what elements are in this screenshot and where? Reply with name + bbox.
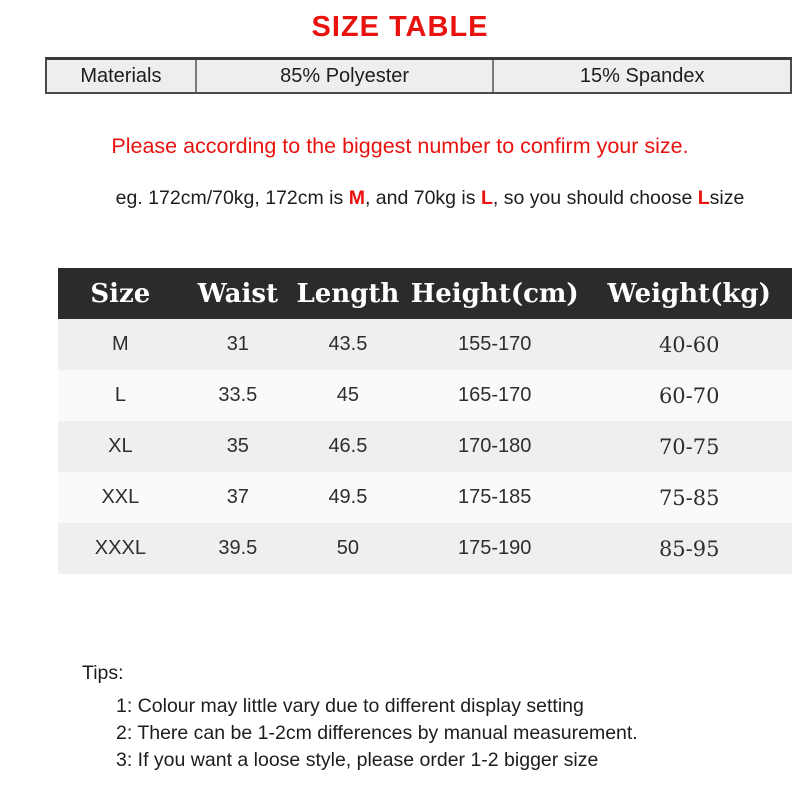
example-size-letter: L (697, 187, 710, 209)
table-row: XXL 37 49.5 175-185 75-85 (58, 472, 792, 523)
example-text: eg. 172cm/70kg, 172cm is (115, 187, 349, 209)
header-cell-size: Size (90, 278, 151, 309)
size-notice: Please according to the biggest number t… (111, 134, 689, 158)
table-cell: 85-95 (658, 536, 720, 561)
table-cell: 70-75 (658, 434, 720, 459)
table-cell: 170-180 (458, 435, 532, 457)
size-example: eg. 172cm/70kg, 172cm is M, and 70kg is … (0, 187, 800, 210)
table-cell: 60-70 (658, 383, 720, 408)
table-cell: L (114, 384, 126, 406)
table-cell: 39.5 (218, 537, 258, 559)
tip-item: 1: Colour may little vary due to differe… (116, 695, 584, 717)
header-cell-weightkg: Weight(kg) (607, 278, 771, 309)
table-cell: M (112, 333, 129, 355)
table-cell: 31 (226, 333, 249, 355)
tips-list: 1: Colour may little vary due to differe… (116, 693, 638, 774)
table-row: M 31 43.5 155-170 40-60 (58, 319, 792, 370)
table-cell: 49.5 (328, 486, 368, 508)
materials-row: Materials 85% Polyester 15% Spandex (45, 57, 792, 94)
table-cell: 175-185 (458, 486, 532, 508)
table-cell: 45 (336, 384, 360, 406)
example-size-letter: M (348, 187, 365, 209)
materials-polyester: 85% Polyester (194, 60, 493, 92)
example-size-letter: L (480, 187, 493, 209)
table-row: L 33.5 45 165-170 60-70 (58, 370, 792, 421)
example-text: size (709, 187, 745, 209)
header-cell-waist: Waist (197, 278, 278, 309)
page-title: SIZE TABLE (311, 11, 489, 43)
example-text: , so you should choose (492, 187, 698, 209)
table-row: XXXL 39.5 50 175-190 85-95 (58, 523, 792, 574)
example-text: , and 70kg is (364, 187, 481, 209)
table-cell: 75-85 (658, 485, 720, 510)
header-cell-heightcm: Height(cm) (410, 278, 579, 309)
table-cell: XXXL (94, 537, 146, 559)
tips-section: Tips: 1: Colour may little vary due to d… (82, 662, 638, 774)
table-cell: 43.5 (328, 333, 368, 355)
table-cell: 165-170 (458, 384, 532, 406)
table-cell: 35 (226, 435, 249, 457)
size-table-body: M 31 43.5 155-170 40-60 L 33.5 45 165-170 60-70 XL… (58, 319, 792, 574)
size-table-header: Size Waist Length Height(cm) Weight(kg) (58, 268, 792, 319)
table-cell: 40-60 (658, 332, 720, 357)
table-cell: XL (108, 435, 133, 457)
table-cell: 37 (226, 486, 249, 508)
table-cell: 155-170 (458, 333, 532, 355)
table-cell: XXL (101, 486, 140, 508)
table-row: XL 35 46.5 170-180 70-75 (58, 421, 792, 472)
tip-item: 3: If you want a loose style, please ord… (116, 749, 599, 771)
table-cell: 33.5 (218, 384, 258, 406)
size-table: Size Waist Length Height(cm) Weight(kg) M 31 4… (58, 268, 792, 574)
materials-label: Materials (80, 64, 162, 87)
table-cell: 46.5 (328, 435, 368, 457)
tip-item: 2: There can be 1-2cm differences by man… (116, 722, 638, 744)
tips-label: Tips: (82, 662, 124, 684)
header-cell-length: Length (296, 278, 400, 309)
table-cell: 175-190 (458, 537, 532, 559)
materials-spandex: 15% Spandex (492, 60, 790, 92)
table-cell: 50 (336, 537, 360, 559)
